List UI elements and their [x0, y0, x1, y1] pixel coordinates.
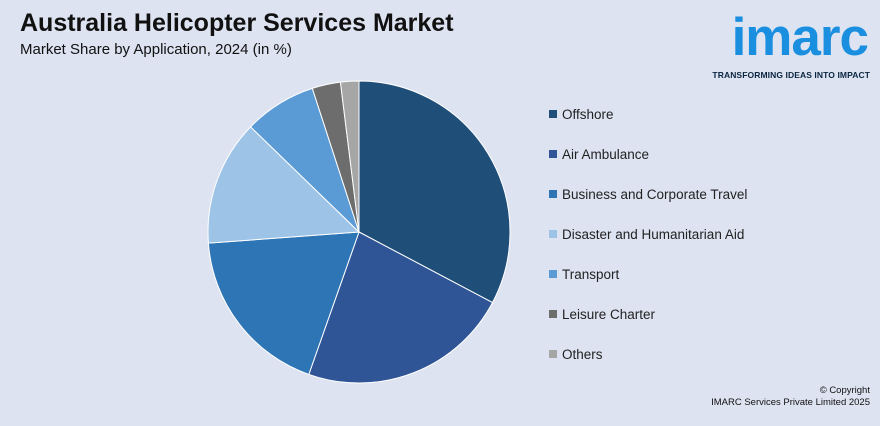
copyright-line-2: IMARC Services Private Limited 2025: [711, 397, 870, 408]
logo-wordmark: imarc: [731, 8, 869, 67]
pie-slice-others: [339, 80, 360, 233]
copyright-notice: © Copyright IMARC Services Private Limit…: [711, 385, 870, 409]
legend-item-transport: Transport: [549, 264, 619, 284]
legend-swatch: [549, 190, 557, 198]
legend-item-business-and-corporate-travel: Business and Corporate Travel: [549, 184, 747, 204]
legend-item-offshore: Offshore: [549, 104, 614, 124]
copyright-line-1: © Copyright: [819, 385, 870, 396]
legend-label: Offshore: [562, 106, 614, 122]
legend-label: Business and Corporate Travel: [562, 186, 748, 202]
legend-swatch: [549, 110, 557, 118]
legend-label: Transport: [562, 266, 620, 282]
legend-label: Leisure Charter: [562, 306, 656, 322]
legend-label: Air Ambulance: [562, 146, 650, 162]
pie-slice-air-ambulance: [308, 231, 494, 384]
logo-tagline: TRANSFORMING IDEAS INTO IMPACT: [712, 70, 870, 80]
legend-label: Disaster and Humanitarian Aid: [562, 226, 745, 242]
pie-slice-business-and-corporate-travel: [207, 231, 360, 376]
pie-slice-offshore: [358, 80, 511, 304]
legend-swatch: [549, 270, 557, 278]
legend-item-air-ambulance: Air Ambulance: [549, 144, 649, 164]
legend-swatch: [549, 350, 557, 358]
chart-subtitle: Market Share by Application, 2024 (in %): [20, 41, 292, 58]
legend-label: Others: [562, 346, 603, 362]
legend-swatch: [549, 150, 557, 158]
imarc-logo: imarc TRANSFORMING IDEAS INTO IMPACT: [704, 6, 872, 86]
legend-swatch: [549, 310, 557, 318]
legend-item-others: Others: [549, 344, 603, 364]
legend-swatch: [549, 230, 557, 238]
legend-item-leisure-charter: Leisure Charter: [549, 304, 655, 324]
legend-item-disaster-and-humanitarian-aid: Disaster and Humanitarian Aid: [549, 224, 744, 244]
chart-title: Australia Helicopter Services Market: [20, 9, 454, 37]
pie-slice-disaster-and-humanitarian-aid: [207, 126, 361, 244]
